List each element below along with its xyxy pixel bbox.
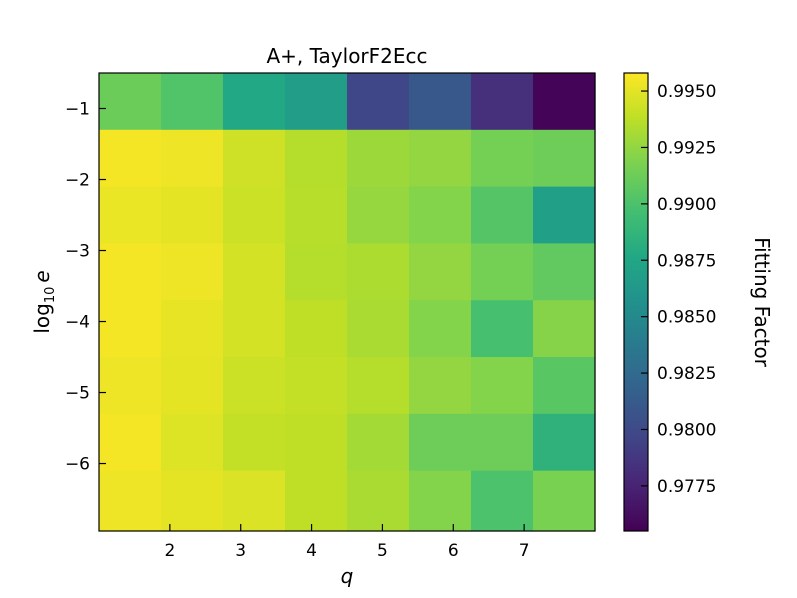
colorbar-tick-label: 0.9900	[657, 195, 716, 215]
heatmap-cell	[471, 357, 534, 415]
x-tick-label: 3	[235, 541, 246, 561]
heatmap-cells	[99, 73, 596, 532]
y-axis-label-variable: e	[30, 270, 54, 282]
heatmap-cell	[223, 413, 286, 472]
heatmap-cell	[471, 470, 534, 532]
heatmap-cell	[471, 129, 534, 188]
heatmap-cell	[409, 73, 472, 131]
heatmap-cell	[347, 243, 410, 301]
heatmap-cell	[347, 413, 410, 472]
heatmap-cell	[409, 300, 472, 358]
heatmap-cell	[223, 129, 286, 188]
chart-title: A+, TaylorF2Ecc	[266, 44, 427, 68]
heatmap-cell	[409, 243, 472, 301]
heatmap-cell	[409, 470, 472, 532]
heatmap-cell	[99, 413, 162, 472]
heatmap-cell	[409, 129, 472, 188]
colorbar-label: Fitting Factor	[750, 237, 774, 368]
heatmap-cell	[161, 186, 224, 245]
heatmap-cell	[347, 357, 410, 415]
colorbar-tick-label: 0.9850	[657, 308, 716, 328]
heatmap-cell	[533, 73, 596, 131]
x-tick-label: 2	[164, 541, 175, 561]
heatmap-cell	[99, 470, 162, 532]
y-axis-ticks: −1 −2 −3 −4 −5 −6	[65, 100, 106, 475]
colorbar	[623, 72, 649, 532]
heatmap-cell	[471, 73, 534, 131]
y-tick-label: −1	[65, 100, 90, 120]
heatmap-cell	[285, 73, 348, 131]
heatmap-cell	[471, 243, 534, 301]
colorbar-tick-label: 0.9825	[657, 364, 716, 384]
heatmap-cell	[533, 186, 596, 245]
heatmap-cell	[285, 300, 348, 358]
heatmap-cell	[347, 73, 410, 131]
y-axis-label-base: log	[30, 303, 54, 334]
colorbar-ticks: 0.9775 0.9800 0.9825 0.9850 0.9875 0.9900 0.99…	[641, 82, 716, 497]
colorbar-tick-label: 0.9875	[657, 251, 716, 271]
heatmap-cell	[99, 243, 162, 301]
heatmap-cell	[99, 357, 162, 415]
heatmap-cell	[161, 357, 224, 415]
y-axis-label-subscript: 10	[43, 287, 58, 304]
heatmap-cell	[161, 129, 224, 188]
x-axis-ticks: 2 3 4 5 6 7	[164, 524, 530, 561]
y-tick-label: −2	[65, 171, 90, 191]
heatmap-cell	[409, 413, 472, 472]
heatmap-cell	[223, 243, 286, 301]
heatmap-cell	[471, 186, 534, 245]
heatmap-cell	[471, 413, 534, 472]
y-axis-label: log10 e	[30, 270, 58, 333]
y-tick-label: −6	[65, 455, 90, 475]
heatmap-cell	[161, 413, 224, 472]
heatmap-cell	[223, 357, 286, 415]
heatmap-cell	[533, 470, 596, 532]
y-tick-label: −5	[65, 384, 90, 404]
x-axis-label: q	[341, 564, 354, 588]
heatmap-cell	[533, 129, 596, 188]
x-tick-label: 4	[306, 541, 317, 561]
heatmap-cell	[409, 186, 472, 245]
heatmap-cell	[99, 300, 162, 358]
heatmap-cell	[533, 413, 596, 472]
y-tick-label: −4	[65, 313, 90, 333]
heatmap-cell	[161, 243, 224, 301]
heatmap-cell	[533, 357, 596, 415]
heatmap-cell	[161, 73, 224, 131]
heatmap-cell	[285, 413, 348, 472]
heatmap-cell	[533, 243, 596, 301]
plot-frame	[98, 72, 596, 532]
heatmap-cell	[99, 73, 162, 131]
heatmap-cell	[347, 470, 410, 532]
heatmap-cell	[347, 129, 410, 188]
heatmap-cell	[161, 300, 224, 358]
heatmap-cell	[99, 129, 162, 188]
heatmap-cell	[223, 186, 286, 245]
heatmap-cell	[285, 129, 348, 188]
colorbar-tick-label: 0.9950	[657, 82, 716, 102]
heatmap-cell	[347, 300, 410, 358]
heatmap-cell	[471, 300, 534, 358]
x-tick-label: 7	[519, 541, 530, 561]
heatmap-cell	[223, 470, 286, 532]
y-tick-label: −3	[65, 242, 90, 262]
colorbar-tick-label: 0.9800	[657, 420, 716, 440]
heatmap-cell	[285, 186, 348, 245]
heatmap-cell	[409, 357, 472, 415]
heatmap-cell	[161, 470, 224, 532]
colorbar-tick-label: 0.9775	[657, 477, 716, 497]
heatmap-cell	[285, 470, 348, 532]
colorbar-tick-label: 0.9925	[657, 138, 716, 158]
heatmap-cell	[285, 243, 348, 301]
heatmap-cell	[223, 300, 286, 358]
heatmap-cell	[285, 357, 348, 415]
heatmap-cell	[533, 300, 596, 358]
heatmap-cell	[347, 186, 410, 245]
x-tick-label: 5	[377, 541, 388, 561]
x-tick-label: 6	[448, 541, 459, 561]
heatmap-cell	[99, 186, 162, 245]
heatmap-cell	[223, 73, 286, 131]
